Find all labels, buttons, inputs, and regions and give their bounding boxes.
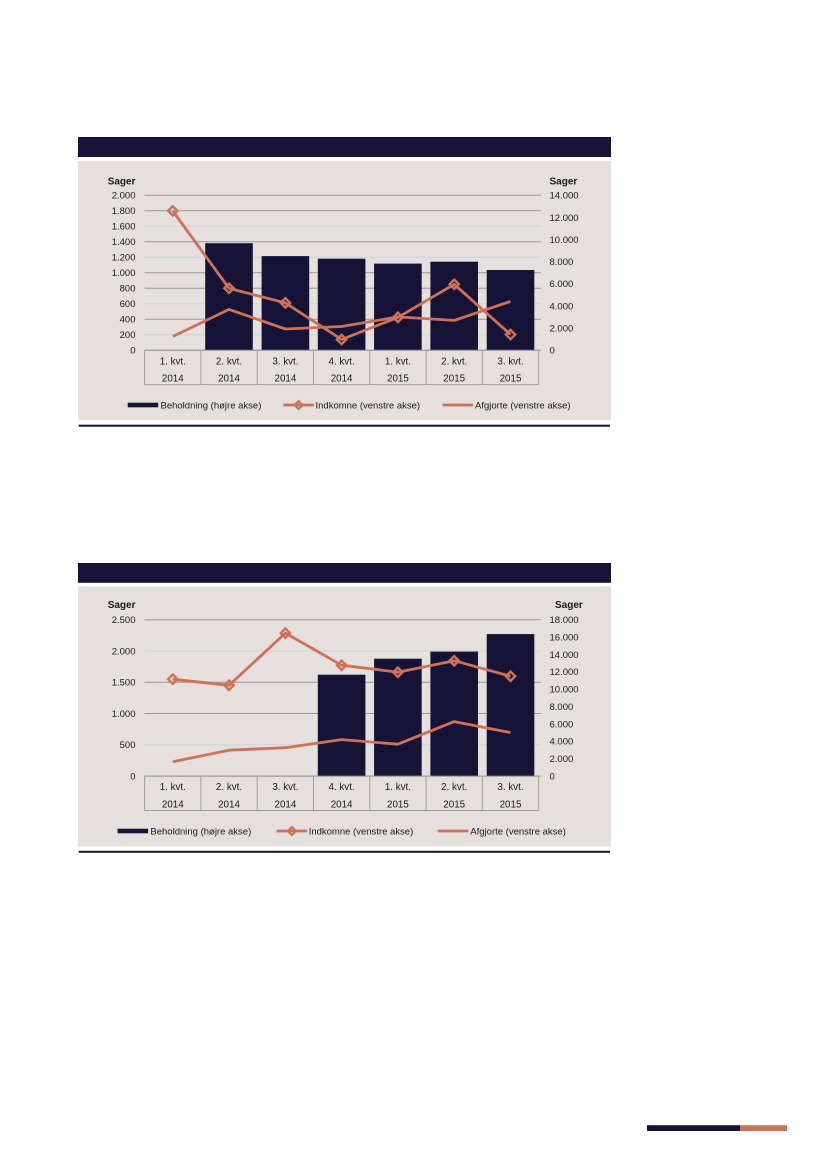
svg-text:1.500: 1.500 bbox=[112, 678, 136, 689]
svg-text:4. kvt.: 4. kvt. bbox=[329, 356, 355, 367]
svg-text:2014: 2014 bbox=[162, 799, 184, 810]
svg-text:500: 500 bbox=[120, 740, 136, 751]
svg-text:3. kvt.: 3. kvt. bbox=[272, 782, 298, 793]
svg-text:2014: 2014 bbox=[275, 799, 297, 810]
svg-text:Indkomne (venstre akse): Indkomne (venstre akse) bbox=[316, 400, 421, 411]
svg-text:2015: 2015 bbox=[443, 374, 465, 385]
svg-text:0: 0 bbox=[550, 772, 555, 783]
svg-text:2.000: 2.000 bbox=[112, 191, 136, 202]
svg-text:2. kvt.: 2. kvt. bbox=[441, 356, 467, 367]
svg-text:14.000: 14.000 bbox=[550, 650, 579, 661]
svg-text:2.000: 2.000 bbox=[550, 754, 574, 765]
svg-text:Beholdning (højre akse): Beholdning (højre akse) bbox=[161, 400, 262, 411]
svg-text:2015: 2015 bbox=[387, 374, 409, 385]
svg-text:1.800: 1.800 bbox=[112, 206, 136, 217]
svg-text:2015: 2015 bbox=[443, 799, 465, 810]
svg-text:1.000: 1.000 bbox=[112, 268, 136, 279]
svg-text:1.200: 1.200 bbox=[112, 253, 136, 264]
svg-text:200: 200 bbox=[120, 330, 136, 341]
svg-text:Afgjorte (venstre akse): Afgjorte (venstre akse) bbox=[475, 400, 571, 411]
svg-text:2. kvt.: 2. kvt. bbox=[216, 356, 242, 367]
svg-text:12.000: 12.000 bbox=[550, 667, 579, 678]
svg-text:Sager: Sager bbox=[108, 177, 136, 188]
svg-text:0: 0 bbox=[130, 772, 135, 783]
svg-text:2014: 2014 bbox=[218, 374, 240, 385]
svg-text:Afgjorte (venstre akse): Afgjorte (venstre akse) bbox=[470, 826, 566, 837]
svg-text:4.000: 4.000 bbox=[550, 737, 574, 748]
svg-text:0: 0 bbox=[130, 346, 135, 357]
svg-text:400: 400 bbox=[120, 315, 136, 326]
svg-text:1. kvt.: 1. kvt. bbox=[160, 356, 186, 367]
svg-text:1. kvt.: 1. kvt. bbox=[385, 356, 411, 367]
svg-text:1.400: 1.400 bbox=[112, 237, 136, 248]
svg-text:1.600: 1.600 bbox=[112, 222, 136, 233]
svg-text:3. kvt.: 3. kvt. bbox=[497, 356, 523, 367]
svg-text:6.000: 6.000 bbox=[550, 279, 574, 290]
svg-text:Indkomne (venstre akse): Indkomne (venstre akse) bbox=[309, 826, 414, 837]
svg-text:Sager: Sager bbox=[550, 177, 578, 188]
svg-text:Beholdning (højre akse): Beholdning (højre akse) bbox=[150, 826, 251, 837]
svg-text:2014: 2014 bbox=[331, 374, 353, 385]
svg-text:4. kvt.: 4. kvt. bbox=[329, 782, 355, 793]
svg-text:12.000: 12.000 bbox=[550, 213, 579, 224]
svg-text:10.000: 10.000 bbox=[550, 685, 579, 696]
svg-text:2014: 2014 bbox=[331, 799, 353, 810]
svg-text:600: 600 bbox=[120, 299, 136, 310]
svg-text:2014: 2014 bbox=[162, 374, 184, 385]
svg-text:2.500: 2.500 bbox=[112, 615, 136, 626]
svg-text:1. kvt.: 1. kvt. bbox=[385, 782, 411, 793]
svg-text:2015: 2015 bbox=[387, 799, 409, 810]
svg-text:Sager: Sager bbox=[555, 600, 583, 611]
svg-text:2.000: 2.000 bbox=[112, 646, 136, 657]
svg-text:8.000: 8.000 bbox=[550, 257, 574, 268]
svg-text:2.000: 2.000 bbox=[550, 324, 574, 335]
svg-text:2015: 2015 bbox=[500, 799, 522, 810]
svg-text:3. kvt.: 3. kvt. bbox=[497, 782, 523, 793]
svg-text:14.000: 14.000 bbox=[550, 191, 579, 202]
svg-text:2014: 2014 bbox=[275, 374, 297, 385]
svg-text:2014: 2014 bbox=[218, 799, 240, 810]
svg-text:Sager: Sager bbox=[108, 600, 136, 611]
svg-text:8.000: 8.000 bbox=[550, 702, 574, 713]
svg-text:800: 800 bbox=[120, 284, 136, 295]
svg-text:0: 0 bbox=[550, 346, 555, 357]
svg-text:1.000: 1.000 bbox=[112, 709, 136, 720]
svg-text:2015: 2015 bbox=[500, 374, 522, 385]
svg-text:10.000: 10.000 bbox=[550, 235, 579, 246]
svg-text:6.000: 6.000 bbox=[550, 719, 574, 730]
svg-text:2. kvt.: 2. kvt. bbox=[216, 782, 242, 793]
svg-text:16.000: 16.000 bbox=[550, 633, 579, 644]
svg-text:1. kvt.: 1. kvt. bbox=[160, 782, 186, 793]
svg-text:18.000: 18.000 bbox=[550, 615, 579, 626]
svg-text:2. kvt.: 2. kvt. bbox=[441, 782, 467, 793]
svg-text:4.000: 4.000 bbox=[550, 301, 574, 312]
svg-text:3. kvt.: 3. kvt. bbox=[272, 356, 298, 367]
